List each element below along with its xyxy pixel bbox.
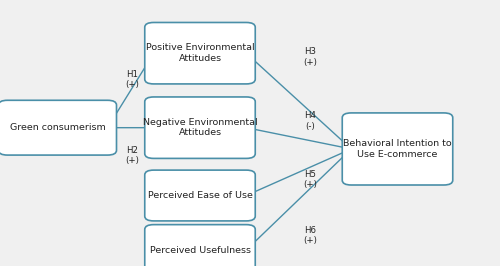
FancyBboxPatch shape [0,100,116,155]
Text: Green consumerism: Green consumerism [10,123,106,132]
Text: H6
(+): H6 (+) [303,226,317,245]
Text: Perceived Usefulness: Perceived Usefulness [150,246,250,255]
FancyBboxPatch shape [145,225,255,266]
Text: Behavioral Intention to
Use E-commerce: Behavioral Intention to Use E-commerce [343,139,452,159]
FancyBboxPatch shape [342,113,453,185]
Text: H4
(-): H4 (-) [304,111,316,131]
Text: Positive Environmental
Attitudes: Positive Environmental Attitudes [146,44,254,63]
Text: H2
(+): H2 (+) [126,146,140,165]
Text: H5
(+): H5 (+) [303,170,317,189]
Text: Negative Environmental
Attitudes: Negative Environmental Attitudes [142,118,258,137]
Text: H1
(+): H1 (+) [126,70,140,89]
FancyBboxPatch shape [145,170,255,221]
FancyBboxPatch shape [145,23,255,84]
Text: H3
(+): H3 (+) [303,48,317,67]
FancyBboxPatch shape [145,97,255,159]
Text: Perceived Ease of Use: Perceived Ease of Use [148,191,252,200]
